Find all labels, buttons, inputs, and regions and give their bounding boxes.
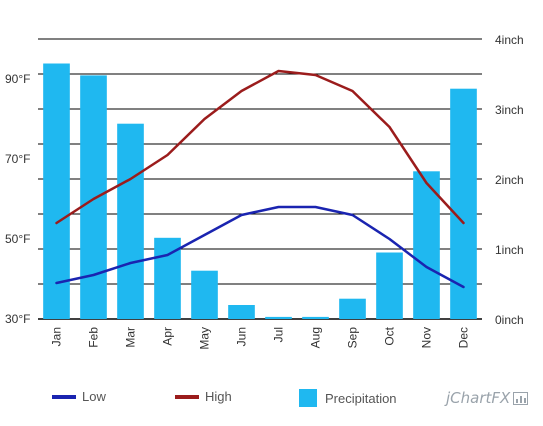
precipitation-bar[interactable] [450,88,477,319]
left-tick-label: 90°F [5,72,30,86]
brand-text: jChartFX [446,389,511,407]
precipitation-bar[interactable] [302,316,329,319]
precipitation-bar[interactable] [339,298,366,319]
x-tick-label: Jun [235,327,249,346]
right-tick-label: 1inch [495,243,524,257]
precipitation-bar[interactable] [376,252,403,320]
legend-swatch-precipitation [299,389,317,407]
bar-chart-icon [513,392,529,405]
legend-label-high: High [205,389,232,404]
temperature-lines [55,69,465,289]
series-line-low[interactable] [55,205,465,289]
left-axis-ticks: 30°F 50°F 70°F 90°F [5,72,30,326]
legend-item-low[interactable]: Low [52,389,106,404]
legend-item-high[interactable]: High [175,389,232,404]
grid-lines [38,38,482,320]
x-tick-label: Sep [346,327,360,349]
precipitation-bar[interactable] [228,305,255,319]
x-tick-label: Oct [383,326,397,345]
x-tick-label: Dec [457,327,471,348]
x-tick-label: Jul [272,327,286,342]
precipitation-bar[interactable] [191,270,218,319]
legend-item-precipitation[interactable]: Precipitation [299,389,397,407]
legend-swatch-high [175,394,199,399]
jchartfx-logo: jChartFX [446,389,529,407]
legend-label-precipitation: Precipitation [325,390,397,406]
x-tick-label: Nov [420,327,434,348]
right-tick-label: 3inch [495,103,524,117]
left-tick-label: 30°F [5,312,30,326]
x-tick-label: Mar [124,327,138,348]
x-tick-label: May [198,327,212,350]
right-tick-label: 4inch [495,33,524,47]
series-line-high[interactable] [55,69,465,225]
right-tick-label: 0inch [495,313,524,327]
x-tick-label: Feb [87,327,101,348]
legend-label-low: Low [82,389,106,404]
precipitation-bar[interactable] [43,63,70,320]
precipitation-bar[interactable] [117,123,144,319]
x-axis-ticks: Jan Feb Mar Apr May Jun Jul Aug Sep Oct Nov Dec [50,326,471,349]
left-tick-label: 70°F [5,152,30,166]
legend-swatch-low [52,394,76,399]
x-tick-label: Jan [50,327,64,346]
precipitation-bar[interactable] [413,171,440,319]
right-tick-label: 2inch [495,173,524,187]
x-tick-label: Aug [309,327,323,348]
legend: Low High Precipitation [0,389,543,409]
x-tick-label: Apr [161,327,175,346]
right-axis-ticks: 0inch 1inch 2inch 3inch 4inch [495,33,524,327]
precipitation-bar[interactable] [80,75,107,320]
precipitation-bar[interactable] [265,316,292,319]
precipitation-bars [43,63,477,320]
left-tick-label: 50°F [5,232,30,246]
